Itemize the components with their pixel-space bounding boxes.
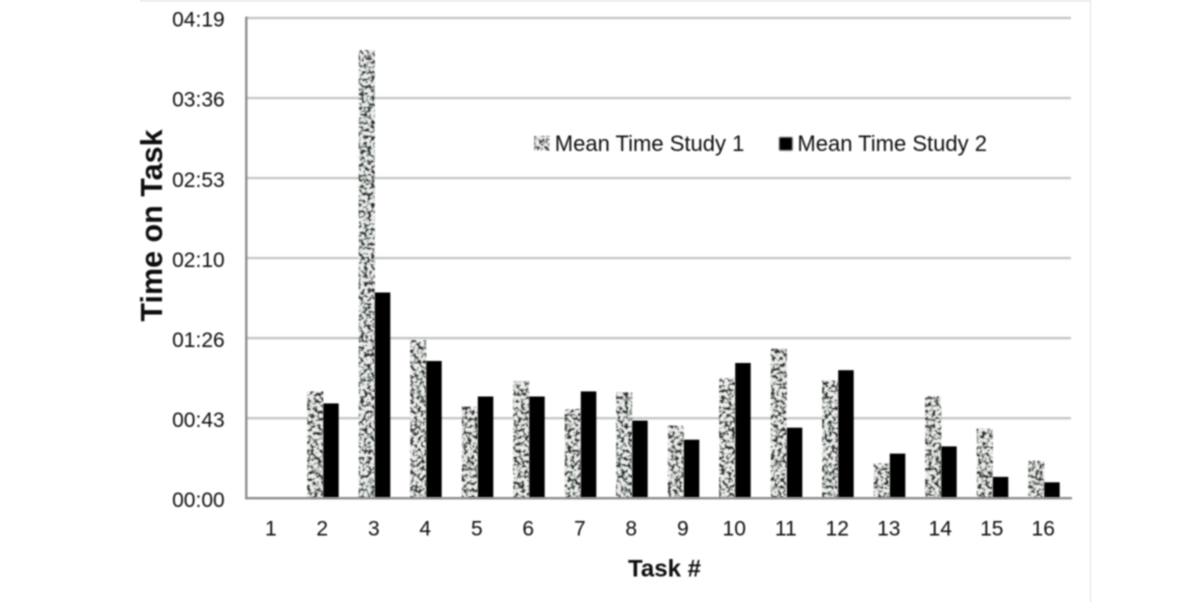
svg-text:14: 14 [929, 518, 953, 541]
svg-text:13: 13 [877, 518, 900, 541]
svg-text:Time on Task: Time on Task [135, 129, 169, 321]
svg-text:7: 7 [574, 518, 586, 541]
svg-text:03:36: 03:36 [172, 89, 225, 112]
svg-text:Task #: Task # [628, 556, 701, 583]
svg-text:01:26: 01:26 [172, 329, 225, 352]
svg-text:8: 8 [625, 518, 637, 541]
svg-text:2: 2 [316, 518, 328, 541]
svg-text:00:00: 00:00 [172, 489, 225, 512]
svg-text:5: 5 [471, 518, 483, 541]
svg-text:9: 9 [677, 518, 689, 541]
svg-text:00:43: 00:43 [172, 409, 225, 432]
svg-text:11: 11 [775, 518, 797, 541]
svg-text:02:10: 02:10 [172, 249, 225, 272]
svg-text:4: 4 [419, 518, 431, 541]
svg-text:6: 6 [522, 518, 534, 541]
svg-text:Mean Time Study 1: Mean Time Study 1 [555, 131, 745, 156]
svg-text:04:19: 04:19 [172, 9, 225, 32]
svg-text:Mean Time Study 2: Mean Time Study 2 [797, 131, 987, 156]
svg-text:3: 3 [368, 518, 380, 541]
svg-text:10: 10 [723, 518, 746, 541]
svg-text:02:53: 02:53 [172, 169, 225, 192]
svg-text:15: 15 [980, 518, 1003, 541]
svg-text:1: 1 [265, 518, 277, 541]
svg-text:16: 16 [1032, 518, 1055, 541]
svg-text:12: 12 [826, 518, 849, 541]
